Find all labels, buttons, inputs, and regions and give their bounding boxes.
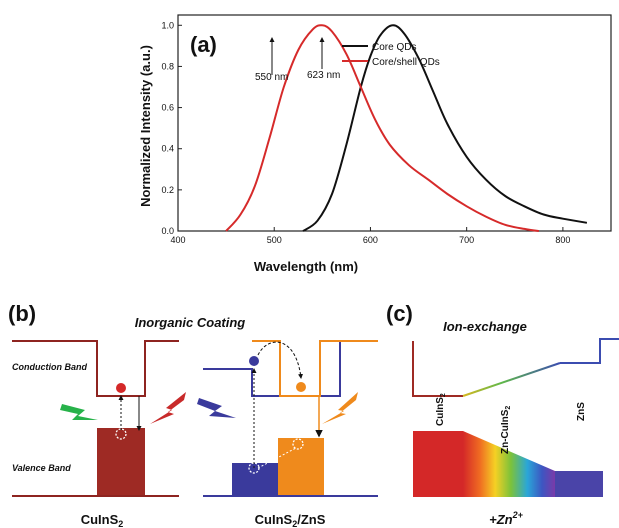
x-tick-label: 700 (459, 235, 474, 245)
zns-region (555, 471, 603, 497)
y-tick-label: 0.0 (161, 226, 174, 236)
band-diagram-b: (b) Inorganic Coating Conduction Band Va… (8, 301, 378, 528)
y-tick-label: 0.8 (161, 61, 174, 71)
spectrum-chart: 400 500 600 700 800 0.0 0.2 0.4 0.6 0.8 1.0 (a) Wa… (138, 14, 612, 274)
x-axis-label: Wavelength (nm) (254, 259, 358, 274)
x-tick-label: 400 (170, 235, 185, 245)
cuins2-valence-block (97, 428, 145, 496)
legend-core-label: Core QDs (372, 42, 416, 53)
shell-hole-icon (292, 438, 304, 450)
band-diagram-c: (c) Ion-exchange CuInS2 Zn-CuInS2 ZnS +Z… (386, 301, 619, 527)
x-tick-label: 800 (555, 235, 570, 245)
x-tick-label: 600 (363, 235, 378, 245)
series-lines (225, 24, 588, 232)
zn-cuins2-gradient-region (463, 431, 555, 497)
label-zns: ZnS (576, 402, 587, 421)
caption-cuins2: CuInS2 (81, 512, 124, 528)
legend-core-shell-label: Core/shell QDs (372, 57, 440, 68)
panel-b-title: Inorganic Coating (135, 315, 246, 330)
panel-c-title: Ion-exchange (443, 319, 527, 334)
legend: Core QDs Core/shell QDs (342, 42, 440, 68)
red-lightning-icon (150, 392, 186, 424)
caption-zn2plus: +Zn2+ (489, 510, 523, 527)
axis-ticks: 400 500 600 700 800 0.0 0.2 0.4 0.6 0.8 1.0 (161, 20, 570, 245)
valence-band-label: Valence Band (12, 463, 71, 473)
y-tick-label: 1.0 (161, 20, 174, 30)
ionex-conduction-band-right (560, 338, 619, 364)
shell-electron-icon (296, 382, 306, 392)
ionex-conduction-band-left (412, 341, 463, 397)
caption-cuins2-zns: CuInS2/ZnS (255, 512, 326, 528)
conduction-band-label: Conduction Band (12, 362, 87, 372)
x-tick-label: 500 (267, 235, 282, 245)
shell-valence-block (278, 438, 324, 496)
core-valence-block (232, 463, 278, 496)
panel-c-label: (c) (386, 301, 413, 326)
label-cuins2: CuInS2 (435, 393, 447, 426)
hole-transfer-arrow (257, 447, 297, 469)
core-qds-line (302, 24, 588, 232)
green-lightning-icon (60, 404, 98, 420)
blue-lightning-icon (197, 398, 236, 418)
ionex-conduction-band-gradient (462, 362, 561, 397)
y-axis-label: Normalized Intensity (a.u.) (138, 45, 153, 207)
core-electron-icon (249, 356, 259, 366)
label-zn-cuins2: Zn-CuInS2 (500, 406, 512, 454)
transfer-arrow (257, 341, 304, 379)
y-tick-label: 0.2 (161, 185, 174, 195)
shell-conduction-band (252, 340, 378, 397)
panel-a-label: (a) (190, 32, 217, 57)
panel-b-label: (b) (8, 301, 36, 326)
peak-623-label: 623 nm (307, 70, 340, 81)
y-tick-label: 0.4 (161, 144, 174, 154)
coreshell-conduction-band (203, 340, 378, 397)
peak-550-label: 550 nm (255, 72, 288, 83)
y-tick-label: 0.6 (161, 103, 174, 113)
cuins2-region (413, 431, 463, 497)
plot-frame (177, 14, 612, 232)
core-shell-qds-line (225, 24, 539, 232)
electron-icon (116, 383, 126, 393)
